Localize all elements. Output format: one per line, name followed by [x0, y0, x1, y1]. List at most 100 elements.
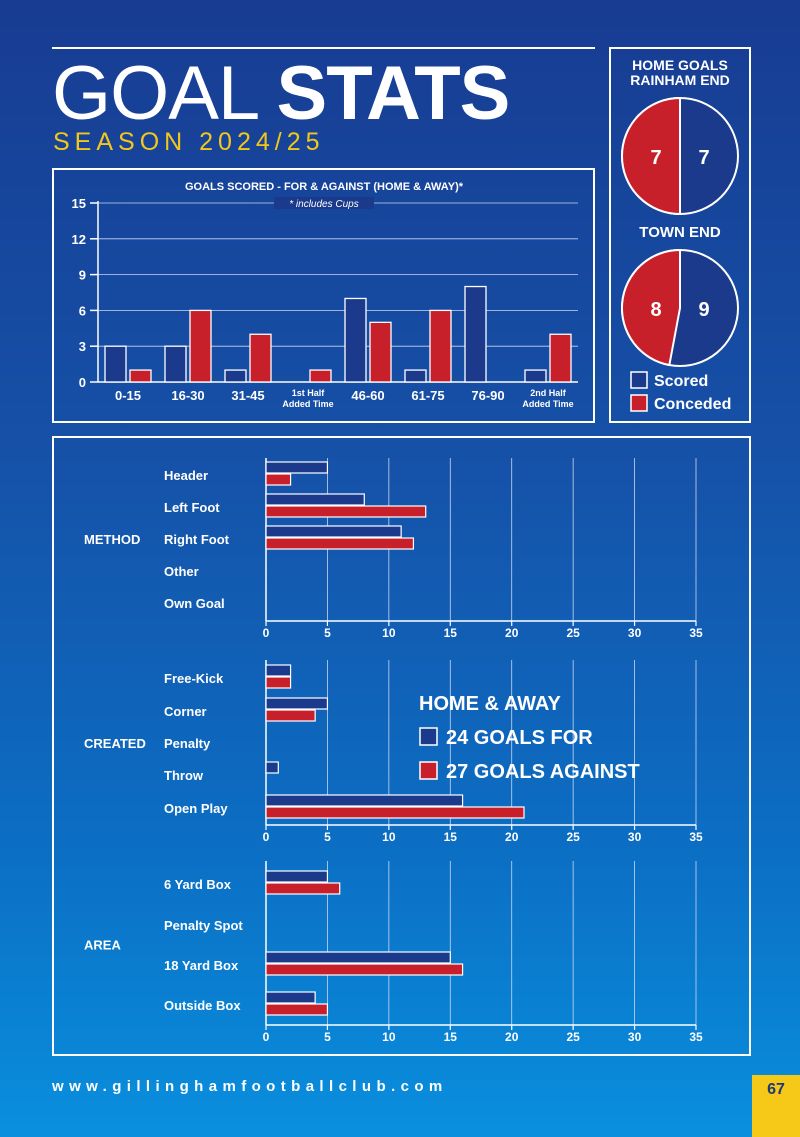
- chart-subtitle: * includes Cups: [289, 199, 358, 210]
- x-tick-label: 31-45: [231, 388, 264, 403]
- x-tick-label: 15: [444, 1030, 458, 1044]
- x-tick-label: 20: [505, 1030, 519, 1044]
- x-tick-label: 0: [263, 626, 270, 640]
- page-title: GOAL STATS: [52, 51, 511, 136]
- y-tick-label: 12: [72, 232, 86, 247]
- goal-breakdown-svg: 0 5 10 15 20 25 30 35 METHOD Header Left Foot Right…: [84, 458, 703, 1044]
- x-tick-label: 1st Half: [292, 388, 326, 398]
- town-end-scored-label: 9: [698, 299, 709, 321]
- time-bar-chart: GOALS SCORED - FOR & AGAINST (HOME & AWA…: [52, 168, 595, 423]
- x-tick-label: 16-30: [171, 388, 204, 403]
- x-tick-label: 5: [324, 830, 331, 844]
- legend-scored-swatch: [630, 371, 648, 389]
- category-label: Throw: [164, 768, 204, 783]
- bar-conceded: [429, 309, 452, 383]
- x-tick-label: 0: [263, 1030, 270, 1044]
- bar-conceded: [249, 333, 272, 383]
- bar-scored: [164, 345, 187, 383]
- x-tick-label: 25: [566, 626, 580, 640]
- y-tick-label: 9: [79, 268, 86, 283]
- bar-against: [265, 1003, 329, 1016]
- category-label: Own Goal: [164, 596, 225, 611]
- bar-scored: [464, 285, 487, 383]
- x-tick-label: 30: [628, 626, 642, 640]
- bar-conceded: [189, 309, 212, 383]
- category-label: Outside Box: [164, 998, 241, 1013]
- town-end-conceded-slice: [621, 248, 681, 367]
- bar-scored: [104, 345, 127, 383]
- bar-for: [265, 794, 464, 807]
- category-label: Corner: [164, 704, 207, 719]
- time-bar-chart-svg: GOALS SCORED - FOR & AGAINST (HOME & AWA…: [72, 181, 578, 409]
- method-group-label: METHOD: [84, 532, 140, 547]
- bar-conceded: [129, 369, 152, 383]
- bar-conceded: [549, 333, 572, 383]
- x-tick-label: 20: [505, 830, 519, 844]
- y-tick-label: 3: [79, 339, 86, 354]
- season-subtitle: SEASON 2024/25: [53, 128, 325, 156]
- x-tick-label: 10: [382, 1030, 396, 1044]
- website-url[interactable]: www.gillinghamfootballclub.com: [52, 1078, 448, 1095]
- bar-for: [265, 870, 329, 883]
- subtitle-bg: [274, 197, 374, 209]
- bar-scored: [524, 369, 547, 383]
- x-tick-label: 46-60: [351, 388, 384, 403]
- x-tick-label: 20: [505, 626, 519, 640]
- area-group-label: AREA: [84, 938, 121, 953]
- x-tick-label: 0-15: [115, 388, 141, 403]
- legend-conceded-label: Conceded: [654, 396, 731, 413]
- category-label: Free-Kick: [164, 671, 224, 686]
- y-tick-label: 6: [79, 303, 86, 318]
- bar-for: [265, 697, 329, 710]
- town-end-conceded-label: 8: [650, 299, 661, 321]
- bar-scored: [344, 297, 367, 383]
- x-tick-label: Added Time: [522, 399, 573, 409]
- x-tick-label: 25: [566, 1030, 580, 1044]
- title-light: GOAL: [52, 51, 257, 136]
- y-tick-label: 15: [72, 196, 86, 211]
- bar-for: [265, 991, 316, 1004]
- bar-for: [265, 664, 292, 677]
- bar-against: [265, 676, 292, 689]
- x-tick-label: 30: [628, 1030, 642, 1044]
- home-goals-pie-panel: HOME GOALS RAINHAM END TOWN END 7 7 8 9 Scor…: [609, 47, 751, 423]
- x-tick-label: 2nd Half: [530, 388, 567, 398]
- rainham-end-title: HOME GOALS RAINHAM END: [630, 57, 730, 88]
- town-end-title: TOWN END: [639, 224, 721, 241]
- legend-conceded-swatch: [630, 394, 648, 412]
- x-tick-label: Added Time: [282, 399, 333, 409]
- category-label: Header: [164, 468, 208, 483]
- rainham-end-conceded-label: 7: [650, 147, 661, 169]
- legend-against-label: 27 GOALS AGAINST: [446, 761, 640, 783]
- legend-title: HOME & AWAY: [419, 693, 562, 715]
- category-label: 6 Yard Box: [164, 877, 232, 892]
- x-tick-label: 15: [444, 830, 458, 844]
- x-tick-label: 35: [689, 626, 703, 640]
- x-tick-label: 15: [444, 626, 458, 640]
- rainham-end-conceded-slice: [621, 96, 681, 216]
- x-tick-label: 10: [382, 830, 396, 844]
- y-tick-label: 0: [79, 375, 86, 390]
- bar-against: [265, 709, 316, 722]
- category-label: Other: [164, 564, 199, 579]
- bar-scored: [224, 369, 247, 383]
- goal-breakdown-panel: 0 5 10 15 20 25 30 35 METHOD Header Left Foot Right…: [52, 436, 751, 1056]
- category-label: Right Foot: [164, 532, 230, 547]
- header-rule: [52, 47, 595, 49]
- x-tick-label: 35: [689, 830, 703, 844]
- x-tick-label: 61-75: [411, 388, 444, 403]
- legend-against-swatch: [419, 761, 438, 780]
- bar-for: [265, 761, 279, 774]
- category-label: Penalty: [164, 736, 211, 751]
- category-label: 18 Yard Box: [164, 958, 239, 973]
- bar-for: [265, 951, 451, 964]
- legend-for-label: 24 GOALS FOR: [446, 727, 593, 749]
- bar-against: [265, 963, 464, 976]
- legend-scored-label: Scored: [654, 373, 708, 390]
- x-tick-label: 5: [324, 626, 331, 640]
- x-tick-label: 25: [566, 830, 580, 844]
- x-tick-label: 10: [382, 626, 396, 640]
- bar-scored: [404, 369, 427, 383]
- title-bold: STATS: [276, 51, 511, 136]
- rainham-end-scored-label: 7: [698, 147, 709, 169]
